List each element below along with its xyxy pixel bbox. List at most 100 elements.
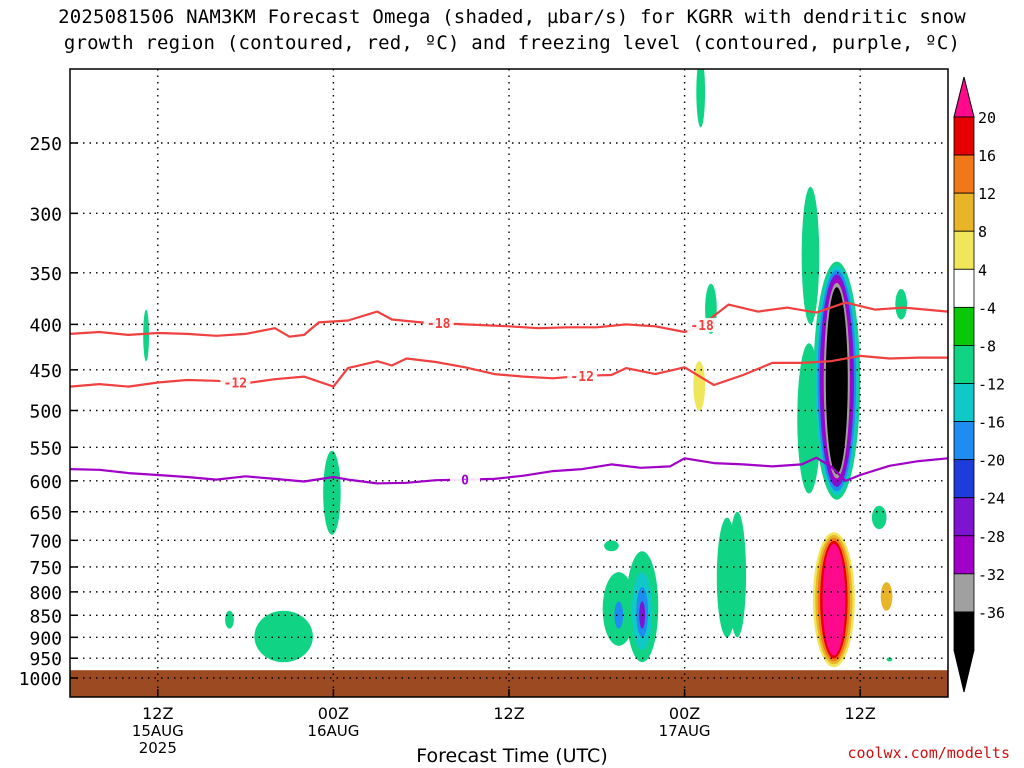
colorbar-label-7: -12 — [978, 376, 1005, 394]
y-tick-label-950: 950 — [29, 649, 62, 670]
x-tick-label-12: 12Z — [142, 704, 173, 723]
omega-region-6 — [245, 540, 261, 573]
colorbar-swatch-10 — [953, 497, 975, 537]
colorbar-swatch-13 — [953, 611, 975, 651]
colorbar-swatch-7 — [953, 383, 975, 422]
colorbar-label-0: 20 — [978, 109, 996, 127]
omega-region-22 — [655, 294, 685, 481]
omega-region-31 — [772, 69, 802, 305]
colorbar-label-3: 8 — [978, 223, 987, 241]
colorbar-label-5: -4 — [978, 299, 996, 317]
y-tick-label-350: 350 — [29, 264, 62, 285]
omega-region-39 — [871, 505, 887, 530]
colorbar-label-8: -16 — [978, 414, 1005, 432]
y-tick-label-600: 600 — [29, 472, 62, 493]
colorbar-label-4: 4 — [978, 261, 987, 279]
omega-region-1 — [249, 289, 261, 362]
x-tick-sublabel-24: 16AUG — [307, 722, 359, 740]
y-tick-label-850: 850 — [29, 606, 62, 627]
contour-label-0-0: -18 — [427, 317, 451, 332]
omega-region-14 — [611, 474, 629, 541]
omega-core-1-layer-5 — [822, 543, 846, 656]
colorbar-swatch-4 — [953, 268, 975, 308]
omega-region-36 — [877, 69, 908, 226]
colorbar-swatch-0 — [953, 116, 975, 156]
colorbar-swatch-6 — [953, 345, 975, 384]
y-tick-label-450: 450 — [29, 361, 62, 382]
colorbar-swatch-2 — [953, 192, 975, 232]
chart-title: 2025081506 NAM3KM Forecast Omega (shaded… — [0, 4, 1024, 56]
y-tick-label-1000: 1000 — [19, 669, 62, 690]
contour-line-0 — [70, 301, 948, 338]
omega-region-0 — [143, 309, 150, 362]
x-tick-label-60: 12Z — [845, 704, 876, 723]
omega-region-5 — [323, 450, 341, 535]
omega-region-29 — [728, 511, 747, 638]
colorbar-swatch-8 — [953, 421, 975, 461]
y-tick-label-900: 900 — [29, 628, 62, 649]
omega-region-9 — [225, 610, 234, 629]
omega-region-34 — [822, 69, 843, 284]
omega-region-8 — [254, 610, 313, 663]
title-line-2: growth region (contoured, red, ºC) and f… — [63, 32, 961, 54]
y-tick-label-750: 750 — [29, 558, 62, 579]
contour-label-bg-0-0 — [423, 316, 454, 331]
contour-line-2 — [70, 456, 948, 485]
y-tick-label-500: 500 — [29, 402, 62, 423]
omega-region-25 — [693, 493, 714, 650]
x-axis-title: Forecast Time (UTC) — [416, 745, 608, 767]
colorbar-swatch-5 — [953, 306, 975, 346]
colorbar-label-12: -32 — [978, 566, 1005, 584]
y-tick-label-300: 300 — [29, 204, 62, 225]
contour-label-bg-1-0 — [220, 375, 251, 390]
omega-region-12 — [605, 193, 641, 426]
y-tick-label-700: 700 — [29, 531, 62, 552]
colorbar-bottom-arrow — [953, 649, 975, 693]
x-tick-label-24: 00Z — [318, 704, 349, 723]
omega-region-42 — [880, 582, 893, 611]
contour-label-1-0: -12 — [224, 376, 247, 391]
omega-region-24 — [693, 361, 706, 411]
colorbar-swatch-1 — [953, 154, 975, 194]
omega-region-30 — [748, 369, 770, 512]
omega-region-13 — [637, 172, 679, 325]
omega-region-35 — [854, 127, 881, 239]
x-tick-label-36: 12Z — [493, 704, 524, 723]
y-tick-label-250: 250 — [29, 134, 62, 155]
omega-region-32 — [801, 186, 820, 325]
x-tick-label-48: 00Z — [669, 704, 700, 723]
y-tick-label-550: 550 — [29, 438, 62, 459]
colorbar-top-arrow — [953, 76, 975, 118]
colorbar-label-1: 16 — [978, 147, 996, 165]
omega-region-26 — [696, 69, 706, 128]
omega-region-17 — [626, 402, 656, 468]
omega-region-11 — [579, 587, 606, 642]
omega-region-23 — [678, 343, 720, 541]
contour-label-bg-0-1 — [687, 318, 718, 333]
colorbar-label-6: -8 — [978, 337, 996, 355]
omega-region-38 — [860, 467, 887, 494]
contour-label-bg-2-0 — [450, 472, 481, 487]
omega-region-40 — [886, 657, 893, 662]
colorbar-label-11: -28 — [978, 528, 1005, 546]
omega-core-0-layer-6 — [825, 287, 848, 475]
colorbar-swatch-12 — [953, 573, 975, 613]
contour-label-1-1: -12 — [570, 370, 593, 385]
y-tick-label-800: 800 — [29, 583, 62, 604]
y-tick-label-400: 400 — [29, 315, 62, 336]
colorbar-label-9: -20 — [978, 452, 1005, 470]
omega-region-37 — [895, 289, 908, 320]
colorbar-label-13: -36 — [978, 604, 1005, 622]
colorbar-swatch-3 — [953, 230, 975, 270]
omega-region-2 — [346, 186, 354, 284]
contour-label-bg-1-1 — [567, 368, 598, 383]
x-tick-sublabel-48: 17AUG — [659, 722, 711, 740]
credit-text: coolwx.com/modelts — [847, 744, 1010, 762]
x-tick-sublabel-12: 15AUG — [132, 722, 184, 740]
omega-region-10 — [604, 540, 619, 552]
x-tick-sublabel2-12: 2025 — [139, 739, 177, 757]
y-tick-label-650: 650 — [29, 503, 62, 524]
contour-label-2-0: 0 — [461, 474, 469, 489]
omega-region-7 — [295, 540, 305, 588]
colorbar-swatch-11 — [953, 535, 975, 575]
